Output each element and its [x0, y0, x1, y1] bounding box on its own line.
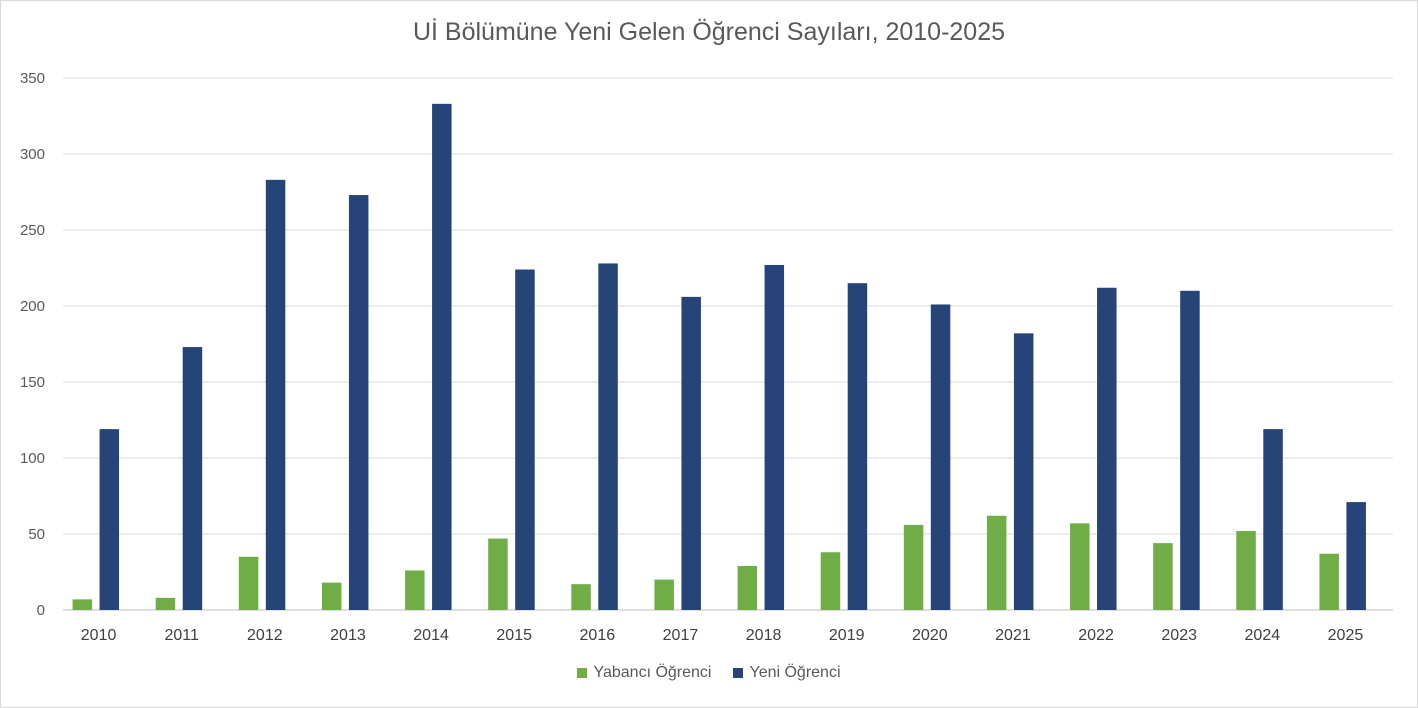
- x-tick-label: 2011: [164, 627, 199, 644]
- bar-foreign-students: [488, 538, 508, 610]
- y-tick-label: 350: [20, 70, 45, 87]
- bar-foreign-students: [571, 584, 591, 610]
- x-tick-label: 2025: [1328, 627, 1364, 644]
- x-tick-label: 2018: [746, 627, 782, 644]
- bar-new-students: [681, 296, 701, 610]
- bar-new-students: [1013, 333, 1034, 610]
- x-tick-label: 2014: [413, 627, 449, 644]
- y-tick-label: 100: [20, 450, 45, 467]
- bar-foreign-students: [1319, 553, 1339, 610]
- x-tick-label: 2016: [580, 627, 616, 644]
- bar-new-students: [99, 429, 120, 610]
- bar-new-students: [1180, 290, 1200, 610]
- bar-foreign-students: [1153, 543, 1173, 610]
- bar-new-students: [1263, 429, 1283, 610]
- bar-foreign-students: [903, 524, 924, 610]
- x-tick-label: 2023: [1161, 627, 1197, 644]
- y-tick-label: 300: [20, 146, 45, 163]
- bar-foreign-students: [321, 582, 342, 610]
- bar-new-students: [265, 179, 286, 610]
- bar-foreign-students: [72, 599, 93, 610]
- bar-new-students: [847, 283, 868, 610]
- x-tick-label: 2021: [995, 627, 1031, 644]
- legend: Yabancı Öğrenci Yeni Öğrenci: [0, 664, 1418, 682]
- bar-foreign-students: [405, 570, 425, 610]
- y-tick-label: 0: [37, 602, 45, 619]
- bar-new-students: [182, 347, 203, 610]
- bar-foreign-students: [737, 565, 758, 610]
- legend-swatch-foreign-students: [577, 668, 588, 678]
- x-tick-label: 2010: [81, 627, 117, 644]
- bar-foreign-students: [1236, 530, 1256, 610]
- y-tick-label: 150: [20, 374, 45, 391]
- bar-foreign-students: [820, 552, 841, 610]
- bar-new-students: [598, 263, 618, 610]
- bar-foreign-students: [238, 556, 259, 610]
- bar-new-students: [432, 103, 452, 610]
- x-tick-label: 2012: [247, 627, 283, 644]
- x-tick-label: 2020: [912, 627, 948, 644]
- legend-label-new-students: Yeni Öğrenci: [749, 664, 841, 681]
- bar-foreign-students: [986, 515, 1007, 610]
- bar-new-students: [930, 304, 951, 610]
- y-tick-label: 200: [20, 298, 45, 315]
- bar-foreign-students: [155, 597, 176, 610]
- y-tick-label: 250: [20, 222, 45, 239]
- x-tick-label: 2019: [829, 627, 865, 644]
- x-tick-label: 2024: [1245, 627, 1281, 644]
- x-tick-label: 2022: [1078, 627, 1114, 644]
- bar-foreign-students: [1070, 523, 1090, 610]
- x-tick-label: 2015: [496, 627, 532, 644]
- x-tick-label: 2017: [663, 627, 699, 644]
- bar-foreign-students: [654, 579, 674, 610]
- bar-new-students: [348, 195, 369, 611]
- y-tick-label: 50: [28, 526, 45, 543]
- legend-item-new-students: Yeni Öğrenci: [733, 664, 841, 682]
- bar-new-students: [764, 264, 785, 610]
- bar-new-students: [1346, 502, 1366, 610]
- legend-label-foreign-students: Yabancı Öğrenci: [593, 664, 712, 681]
- legend-swatch-new-students: [733, 668, 744, 678]
- x-tick-label: 2013: [330, 627, 366, 644]
- bar-new-students: [1097, 287, 1117, 610]
- legend-item-foreign-students: Yabancı Öğrenci: [577, 664, 711, 682]
- bar-new-students: [515, 269, 535, 610]
- chart-title: Uİ Bölümüne Yeni Gelen Öğrenci Sayıları,…: [412, 18, 1006, 46]
